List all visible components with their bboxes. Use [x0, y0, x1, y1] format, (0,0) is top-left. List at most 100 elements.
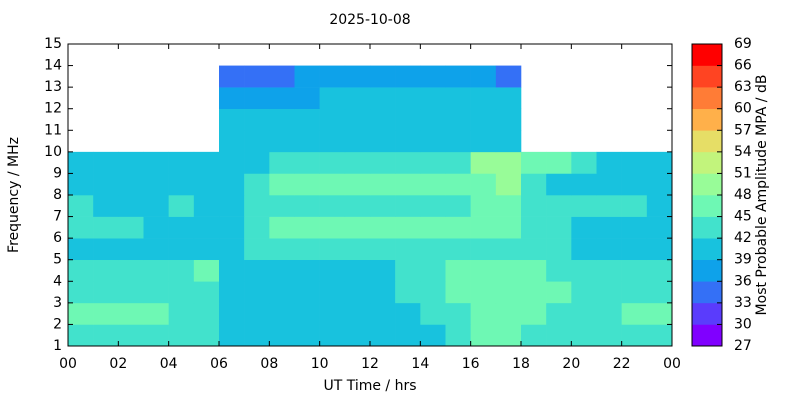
heatmap-cell [495, 302, 522, 325]
heatmap-cell [68, 195, 94, 217]
heatmap-cell [420, 151, 446, 174]
heatmap-cell [370, 216, 396, 239]
heatmap-cell [571, 281, 597, 304]
x-tick-label: 00 [59, 356, 77, 372]
heatmap-cell [420, 130, 446, 153]
colorbar-tick-label: 57 [734, 122, 752, 138]
x-tick-label: 04 [160, 356, 178, 372]
y-tick-label: 12 [44, 101, 62, 117]
heatmap-cell [319, 65, 346, 88]
heatmap-cell [596, 238, 622, 261]
heatmap-cell [571, 238, 597, 261]
heatmap-cell [269, 87, 295, 110]
heatmap-cell [495, 281, 522, 304]
heatmap-cell [68, 324, 94, 347]
heatmap-cell [294, 216, 320, 239]
heatmap-cell [420, 65, 446, 88]
heatmap-cell [143, 195, 169, 217]
colorbar-segment [692, 173, 722, 196]
heatmap-cell [646, 259, 673, 282]
heatmap-cell [646, 195, 673, 217]
heatmap-cell [495, 259, 522, 282]
heatmap-cell [445, 238, 471, 261]
heatmap-cell [319, 195, 346, 217]
heatmap-cell [344, 151, 371, 174]
heatmap-cell [193, 151, 220, 174]
heatmap-cell [319, 259, 346, 282]
heatmap-cell [244, 216, 270, 239]
heatmap-cell [596, 281, 622, 304]
heatmap-cell [596, 259, 622, 282]
heatmap-cell [143, 238, 169, 261]
y-axis-label: Frequency / MHz [6, 137, 22, 253]
heatmap-cell [294, 130, 320, 153]
y-tick-label: 9 [53, 165, 62, 181]
heatmap-cell [294, 195, 320, 217]
heatmap-cell [470, 173, 497, 196]
heatmap-cell [646, 324, 673, 347]
heatmap-cell [193, 216, 220, 239]
heatmap-cell [344, 108, 371, 131]
colorbar-tick-label: 63 [734, 79, 752, 95]
heatmap-cell [470, 281, 497, 304]
colorbar-segment [692, 87, 722, 110]
heatmap-cell [420, 238, 446, 261]
heatmap-cell [68, 151, 94, 174]
heatmap-cell [269, 130, 295, 153]
heatmap-cell [470, 324, 497, 347]
heatmap-cell [294, 324, 320, 347]
heatmap-cell [269, 259, 295, 282]
colorbar-segment [692, 151, 722, 174]
colorbar-tick-label: 48 [734, 187, 752, 203]
heatmap-cell [294, 259, 320, 282]
heatmap-cell [546, 324, 572, 347]
heatmap-cell [445, 108, 471, 131]
heatmap-cell [646, 281, 673, 304]
heatmap-cell [470, 259, 497, 282]
y-tick-label: 5 [53, 252, 62, 268]
heatmap-cell [244, 87, 270, 110]
heatmap-cell [445, 195, 471, 217]
heatmap-cell [244, 108, 270, 131]
heatmap-cell [571, 195, 597, 217]
heatmap-cell [269, 324, 295, 347]
colorbar-segment [692, 44, 722, 66]
heatmap-cell [244, 281, 270, 304]
heatmap-cell [269, 151, 295, 174]
heatmap-cell [521, 281, 547, 304]
x-tick-label: 12 [361, 356, 379, 372]
heatmap-cell [571, 302, 597, 325]
heatmap-cell [470, 130, 497, 153]
heatmap-cell [168, 324, 195, 347]
heatmap-cell [319, 302, 346, 325]
heatmap-cell [68, 216, 94, 239]
heatmap-cell [646, 238, 673, 261]
heatmap-cell [420, 173, 446, 196]
heatmap-cell [93, 173, 119, 196]
heatmap-cell [294, 87, 320, 110]
heatmap-cell [344, 173, 371, 196]
heatmap-cell [621, 173, 648, 196]
heatmap-cell [370, 108, 396, 131]
heatmap-cell [370, 238, 396, 261]
heatmap-cell [546, 238, 572, 261]
heatmap-cell [294, 108, 320, 131]
heatmap-cell [395, 173, 421, 196]
chart-title: 2025-10-08 [329, 12, 410, 28]
heatmap-cell [193, 238, 220, 261]
heatmap-cell [118, 195, 144, 217]
heatmap-cell [395, 281, 421, 304]
heatmap-cell [521, 151, 547, 174]
heatmap-cell [219, 87, 245, 110]
colorbar-tick-label: 39 [734, 252, 752, 268]
colorbar-segment [692, 108, 722, 131]
y-tick-label: 15 [44, 36, 62, 52]
heatmap-cell [294, 238, 320, 261]
heatmap-cell [168, 281, 195, 304]
heatmap-cell [621, 281, 648, 304]
heatmap-cell [596, 195, 622, 217]
heatmap-cell [521, 216, 547, 239]
heatmap-cell [118, 281, 144, 304]
heatmap-cell [370, 151, 396, 174]
heatmap-cell [571, 173, 597, 196]
